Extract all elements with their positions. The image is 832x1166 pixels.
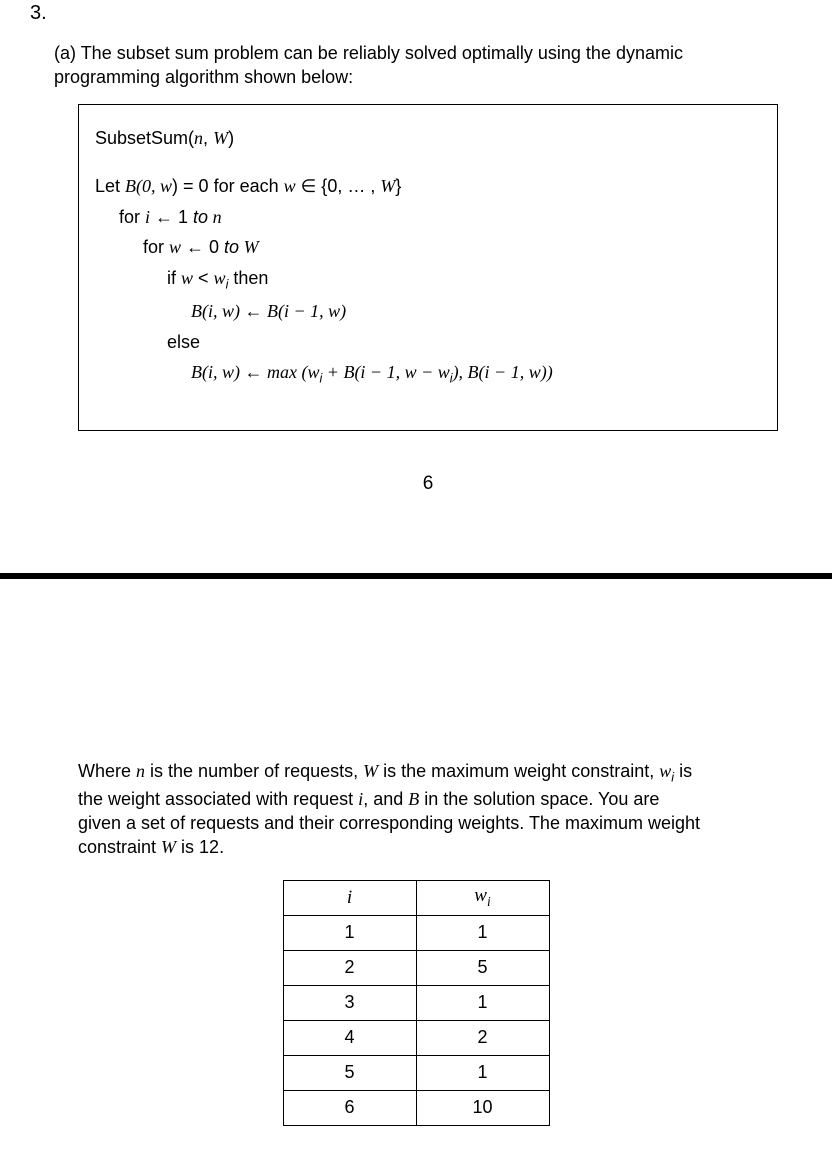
algo-title-close: ) (228, 128, 234, 148)
question-number: 3. (30, 2, 802, 25)
table-row: 31 (283, 985, 549, 1020)
weights-table: i wi 11 25 31 42 51 610 (283, 880, 550, 1126)
algo-line-for2: for w ← 0 to W (143, 232, 761, 263)
algo-arg-w: W (213, 128, 228, 148)
part-a: (a) The subset sum problem can be reliab… (54, 41, 802, 495)
table-row: 51 (283, 1055, 549, 1090)
table-row: 25 (283, 950, 549, 985)
part-label: (a) (54, 43, 76, 63)
page-number: 6 (54, 473, 802, 495)
page-divider (0, 573, 832, 579)
table-header-wi: wi (416, 880, 549, 915)
table-row: 610 (283, 1090, 549, 1125)
algo-line-let: Let B(0, w) = 0 for each w ∈ {0, … , W} (95, 171, 761, 202)
algorithm-title: SubsetSum(n, W) (95, 123, 761, 154)
intro-line-1: The subset sum problem can be reliably s… (81, 43, 683, 63)
algo-arg-sep: , (203, 128, 213, 148)
table-row: 42 (283, 1020, 549, 1055)
table-header-i: i (283, 880, 416, 915)
algo-line-for1: for i ← 1 to n (119, 202, 761, 233)
explanation-block: Where n is the number of requests, W is … (78, 759, 778, 859)
algo-line-if: if w < wi then (167, 263, 761, 296)
algo-fn-name: SubsetSum( (95, 128, 194, 148)
algo-arg-n: n (194, 128, 203, 148)
algo-line-rec2: B(i, w) ← max (wi + B(i − 1, w − wi), B(… (191, 357, 761, 390)
algorithm-box: SubsetSum(n, W) Let B(0, w) = 0 for each… (78, 104, 778, 432)
table-row: 11 (283, 915, 549, 950)
algo-line-rec1: B(i, w) ← B(i − 1, w) (191, 296, 761, 327)
intro-line-2: programming algorithm shown below: (54, 67, 353, 87)
algo-line-else: else (167, 327, 761, 358)
table-header-row: i wi (283, 880, 549, 915)
